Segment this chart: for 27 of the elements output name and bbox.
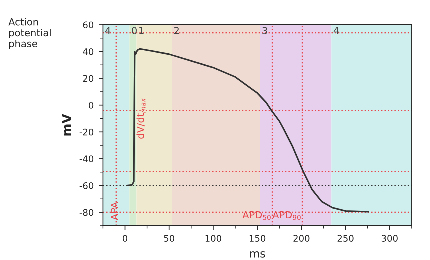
y-tick-label: 20 bbox=[83, 75, 94, 82]
band-label: 4 bbox=[334, 27, 340, 34]
y-tick-label: 40 bbox=[83, 48, 94, 56]
x-tick-label: 0 bbox=[122, 235, 128, 242]
x-tick-label: 200 bbox=[294, 235, 310, 242]
band-label: 0 bbox=[132, 27, 137, 34]
ref-line-label: APD$_{90}$ bbox=[272, 211, 301, 220]
y-tick-label: 0 bbox=[89, 102, 94, 109]
band-label: 3 bbox=[262, 27, 268, 34]
y-axis-title: mV bbox=[62, 114, 72, 136]
x-tick-label: 100 bbox=[206, 235, 222, 242]
ref-line-label: APD$_{50}$ bbox=[242, 211, 271, 220]
y-tick-label: -80 bbox=[80, 209, 94, 216]
x-tick-label: 300 bbox=[382, 235, 398, 242]
text: Action potential phase bbox=[8, 18, 51, 50]
x-tick-label: 150 bbox=[250, 235, 266, 242]
x-tick-label: 250 bbox=[338, 235, 354, 242]
y-tick-label: -60 bbox=[80, 182, 94, 190]
x-axis-title: ms bbox=[250, 251, 266, 258]
y-tick-label: -20 bbox=[80, 128, 94, 136]
y-tick-label: 60 bbox=[83, 22, 94, 29]
band-label: 2 bbox=[174, 27, 179, 34]
annotation: dV/dt$_{max}$ bbox=[136, 98, 146, 139]
x-tick-label: 50 bbox=[164, 235, 175, 242]
band-label: 1 bbox=[140, 27, 144, 34]
band-label: 4 bbox=[105, 27, 111, 34]
y-tick-label: -40 bbox=[80, 156, 94, 163]
